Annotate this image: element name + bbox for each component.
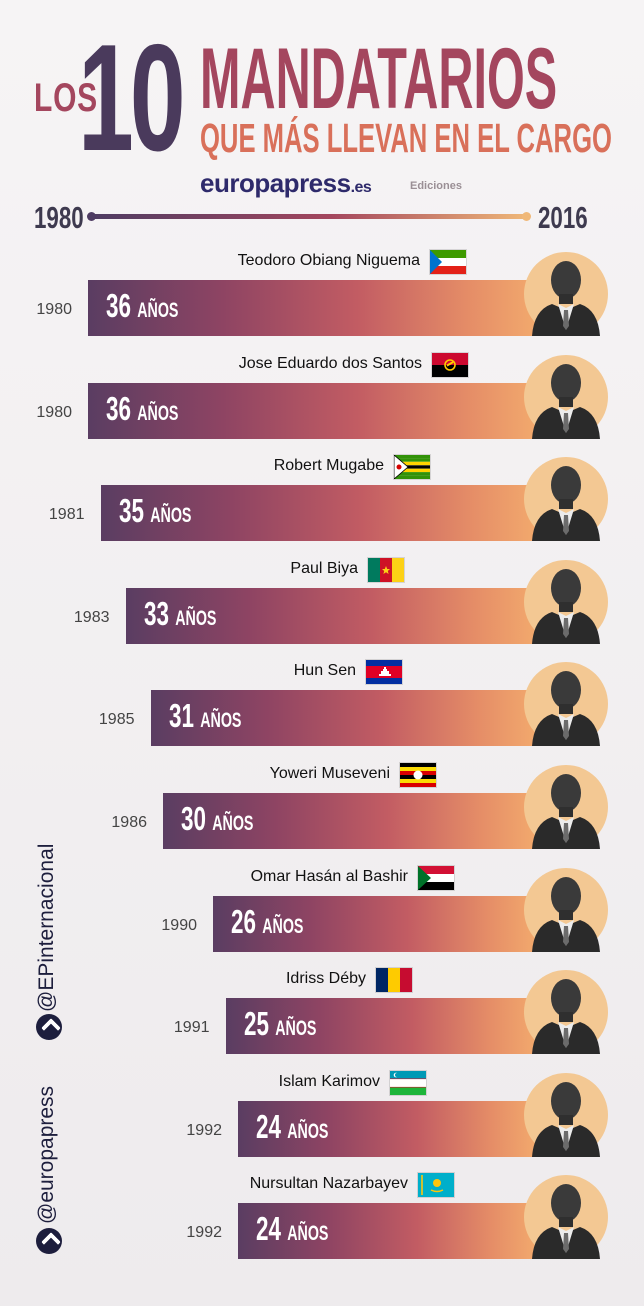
leader-portrait (526, 244, 606, 336)
brand-name: europapress (200, 168, 351, 198)
chart-row: 1992 24 AÑOS Islam Karimov (0, 1065, 644, 1175)
bar-value-label: 24 AÑOS (256, 1210, 329, 1248)
bar: 24 AÑOS (238, 1203, 536, 1260)
europapress-logo: europapress.es (200, 168, 372, 199)
bar: 36 AÑOS (88, 280, 536, 336)
leader-name: Omar Hasán al Bashir (250, 867, 408, 885)
brand-editions: Ediciones (410, 180, 462, 192)
leader-portrait (526, 860, 606, 952)
chart-row: 1980 36 AÑOS Jose Eduardo dos Santos (0, 347, 644, 457)
start-year-label: 1986 (111, 814, 147, 831)
chad-flag-icon (376, 968, 412, 993)
bar-value-label: 26 AÑOS (231, 902, 304, 940)
timeline-end-year: 2016 (538, 200, 588, 235)
chart-row: 1985 31 AÑOS Hun Sen (0, 654, 644, 764)
cambodia-flag-icon (366, 660, 402, 685)
uzbekistan-flag-icon (390, 1070, 426, 1095)
chart-row: 1986 30 AÑOS Yoweri Museveni (0, 757, 644, 867)
leader-name: Paul Biya (290, 559, 358, 577)
leader-portrait (526, 347, 606, 439)
bar-value-label: 35 AÑOS (118, 492, 191, 530)
timeline-line (87, 212, 531, 221)
chart-row: 1983 33 AÑOS Paul Biya (0, 552, 644, 662)
bar: 36 AÑOS (88, 382, 536, 439)
leader-name: Teodoro Obiang Niguema (237, 252, 420, 269)
start-year-label: 1992 (186, 1121, 222, 1139)
title-prefix: LOS (34, 76, 98, 120)
zimbabwe-flag-icon (394, 455, 430, 480)
chart-row: 1981 35 AÑOS Robert Mugabe (0, 449, 644, 559)
timeline-start-year: 1980 (34, 200, 84, 235)
bar-value-label: 25 AÑOS (243, 1005, 316, 1043)
bar: 24 AÑOS (238, 1100, 536, 1157)
chart-row: 1992 24 AÑOS Nursultan Nazarbayev (0, 1167, 644, 1277)
bar-value-label: 31 AÑOS (168, 697, 241, 735)
bar: 31 AÑOS (150, 690, 536, 747)
leader-portrait (526, 1065, 606, 1157)
leader-name: Hun Sen (293, 662, 356, 680)
europapress-icon (36, 1014, 62, 1040)
leader-portrait (526, 449, 606, 542)
title-main: MANDATARIOS (200, 31, 558, 127)
start-year-label: 1983 (73, 608, 110, 626)
bar-value-label: 24 AÑOS (256, 1107, 329, 1145)
bar: 25 AÑOS (225, 998, 536, 1055)
bar-value-label: 30 AÑOS (181, 800, 254, 837)
leader-name: Jose Eduardo dos Santos (238, 354, 422, 372)
leader-portrait (526, 654, 606, 747)
angola-flag-icon (432, 352, 468, 377)
start-year-label: 1985 (98, 711, 135, 729)
leader-name: Robert Mugabe (273, 457, 384, 475)
bar-value-label: 36 AÑOS (106, 389, 179, 427)
leader-portrait (526, 757, 606, 849)
title-subtitle: QUE MÁS LLEVAN EN EL CARGO (200, 115, 612, 161)
chart-row: 1990 26 AÑOS Omar Hasán al Bashir (0, 860, 644, 970)
title-number: 10 (78, 13, 186, 183)
leader-name: Islam Karimov (278, 1072, 380, 1090)
side-handle-europapress: @europapress (35, 1085, 58, 1224)
sudan-flag-icon (418, 865, 454, 890)
chart-row: 1991 25 AÑOS Idriss Déby (0, 962, 644, 1072)
chart-row: 1980 36 AÑOS Teodoro Obiang Niguema (0, 244, 644, 354)
bar-value-label: 36 AÑOS (106, 287, 179, 324)
start-year-label: 1980 (36, 403, 72, 421)
leader-name: Yoweri Museveni (269, 765, 390, 782)
leader-name: Idriss Déby (285, 970, 366, 988)
start-year-label: 1990 (161, 916, 197, 934)
bar: 35 AÑOS (100, 485, 536, 542)
leader-portrait (526, 962, 606, 1055)
europapress-icon (36, 1228, 62, 1254)
start-year-label: 1992 (186, 1224, 222, 1242)
start-year-label: 1981 (48, 506, 85, 524)
start-year-label: 1991 (173, 1019, 210, 1037)
bar-value-label: 33 AÑOS (143, 594, 216, 632)
bar: 30 AÑOS (163, 793, 536, 849)
leader-name: Nursultan Nazarbayev (249, 1175, 408, 1193)
cameroon-flag-icon (368, 557, 404, 582)
side-handle-epinternacional: @EPinternacional (35, 843, 58, 1012)
equatorial-guinea-flag-icon (430, 250, 466, 274)
bar: 33 AÑOS (125, 587, 536, 644)
leader-portrait (526, 552, 606, 644)
leader-portrait (526, 1167, 606, 1260)
start-year-label: 1980 (36, 301, 72, 318)
brand-suffix: .es (350, 179, 372, 196)
uganda-flag-icon (400, 763, 436, 787)
kazakhstan-flag-icon (418, 1173, 454, 1198)
bar: 26 AÑOS (213, 895, 536, 952)
